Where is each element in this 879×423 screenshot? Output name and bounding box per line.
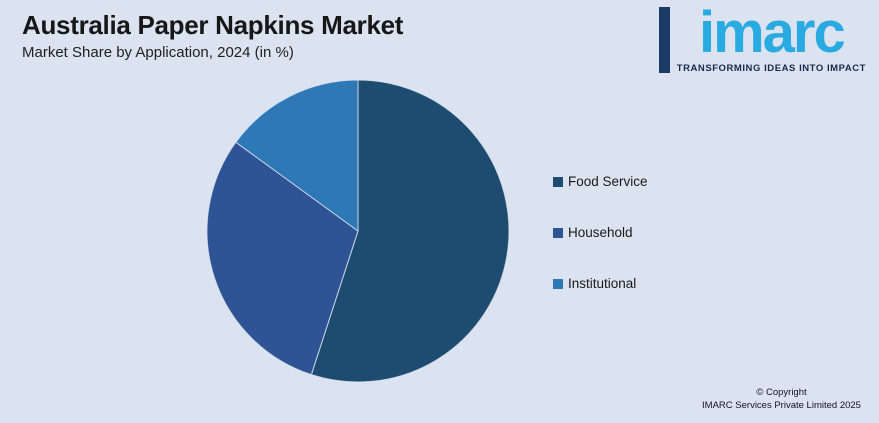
legend-label-institutional: Institutional <box>568 276 637 291</box>
legend-item-food-service: Food Service <box>553 174 648 189</box>
imarc-wordmark: imarc <box>698 0 846 65</box>
chart-subtitle: Market Share by Application, 2024 (in %) <box>22 44 294 61</box>
logo-accent-bar <box>658 7 670 73</box>
legend-swatch-household <box>553 227 563 238</box>
legend-label-household: Household <box>568 225 633 240</box>
pie-slice-food-service <box>310 79 510 383</box>
copyright: © Copyright IMARC Services Private Limit… <box>694 387 869 412</box>
imarc-tagline: TRANSFORMING IDEAS INTO IMPACT <box>676 63 866 74</box>
logo-text-block: imarc TRANSFORMING IDEAS INTO IMPACT <box>676 0 866 75</box>
header: Australia Paper Napkins Market Market Sh… <box>22 10 403 62</box>
legend-label-food-service: Food Service <box>568 174 648 189</box>
pie-chart <box>206 79 510 383</box>
legend-item-household: Household <box>553 225 648 240</box>
legend-item-institutional: Institutional <box>553 276 648 291</box>
imarc-logo: imarc TRANSFORMING IDEAS INTO IMPACT <box>658 0 866 75</box>
copyright-line1: © Copyright <box>756 387 807 398</box>
pie-slice-household <box>206 141 359 376</box>
copyright-line2: IMARC Services Private Limited 2025 <box>702 399 861 411</box>
page-title: Australia Paper Napkins Market <box>22 10 404 40</box>
pie-chart-svg <box>206 79 510 383</box>
pie-slice-institutional <box>235 79 359 232</box>
legend-swatch-institutional <box>553 278 563 289</box>
legend-swatch-food-service <box>553 176 563 187</box>
legend: Food Service Household Institutional <box>553 174 648 328</box>
